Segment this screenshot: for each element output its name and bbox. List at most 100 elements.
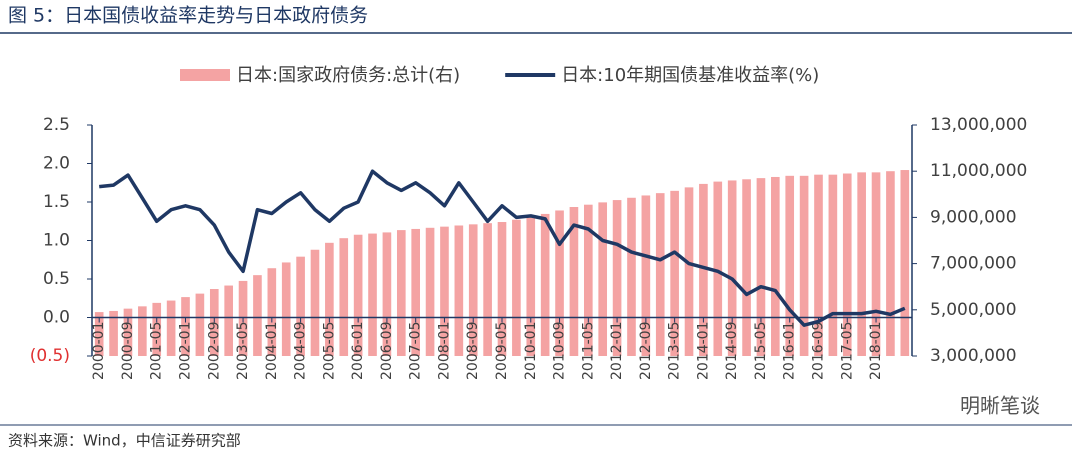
bar — [655, 193, 665, 356]
x-tick-label: 2018-01 — [868, 322, 884, 381]
x-tick-label: 2002-09 — [206, 322, 222, 381]
x-tick-label: 2010-01 — [523, 322, 539, 381]
x-tick-label: 2008-09 — [465, 322, 481, 381]
bar — [109, 310, 118, 356]
bar — [166, 300, 176, 356]
bar — [497, 222, 507, 356]
bar — [281, 262, 291, 356]
y2-tick-label: 11,000,000 — [930, 161, 1027, 181]
bar — [886, 171, 895, 356]
bar — [828, 174, 838, 356]
bar — [641, 195, 651, 356]
x-tick-label: 2007-05 — [408, 322, 424, 381]
bar — [411, 228, 420, 356]
bar — [771, 176, 780, 356]
bar — [368, 233, 377, 356]
bar — [799, 175, 809, 356]
bar — [468, 224, 478, 356]
bar — [267, 268, 277, 356]
bar — [612, 200, 622, 356]
bar — [512, 219, 521, 356]
bar — [699, 183, 708, 356]
x-tick-label: 2016-09 — [810, 322, 826, 381]
bar — [871, 172, 881, 356]
bar — [684, 187, 694, 356]
y-tick-label: 0.0 — [43, 308, 70, 328]
bar — [195, 293, 205, 356]
y2-tick-label: 5,000,000 — [930, 300, 1017, 320]
x-tick-label: 2014-09 — [724, 322, 740, 381]
watermark: 明晰笔谈 — [960, 394, 1040, 418]
bar — [353, 234, 363, 356]
x-tick-label: 2001-05 — [149, 322, 165, 381]
bar — [526, 217, 536, 356]
x-tick-label: 2004-01 — [264, 322, 280, 381]
bar — [325, 242, 334, 356]
bar — [900, 170, 910, 356]
bar — [253, 275, 262, 356]
chart-title: 图 5：日本国债收益率走势与日本政府债务 — [8, 5, 368, 27]
legend-label: 日本:国家政府债务:总计(右) — [236, 65, 460, 86]
y-tick-label: (0.5) — [30, 346, 70, 366]
x-tick-label: 2016-01 — [782, 322, 798, 381]
bar — [209, 289, 219, 356]
y-tick-label: 0.5 — [43, 269, 70, 289]
y-tick-label: 2.0 — [43, 154, 70, 174]
bar — [181, 297, 190, 356]
bar — [138, 306, 147, 356]
x-tick-label: 2004-09 — [293, 322, 309, 381]
bar — [483, 223, 492, 356]
x-tick-label: 2002-01 — [178, 322, 194, 381]
x-tick-label: 2000-01 — [91, 322, 107, 381]
bar — [842, 173, 852, 356]
bar — [598, 202, 608, 356]
y-tick-label: 1.0 — [43, 231, 70, 251]
bar — [440, 226, 449, 356]
bar — [339, 238, 349, 356]
x-tick-label: 2006-01 — [350, 322, 366, 381]
y2-tick-label: 9,000,000 — [930, 207, 1017, 227]
bar — [425, 227, 435, 356]
y2-tick-label: 3,000,000 — [930, 346, 1017, 366]
x-tick-label: 2013-05 — [667, 322, 683, 381]
x-tick-label: 2009-05 — [494, 322, 510, 381]
y-tick-label: 1.5 — [43, 192, 70, 212]
x-tick-label: 2008-01 — [436, 322, 452, 381]
x-tick-label: 2015-05 — [753, 322, 769, 381]
bar — [94, 312, 104, 356]
source: 资料来源：Wind，中信证券研究部 — [8, 432, 241, 450]
legend-label: 日本:10年期国债基准收益率(%) — [561, 65, 819, 86]
bar — [627, 197, 636, 356]
bar — [814, 174, 823, 356]
x-tick-label: 2003-05 — [235, 322, 251, 381]
bar — [785, 175, 795, 356]
bar — [310, 249, 320, 356]
line — [99, 169, 906, 327]
bar — [224, 285, 233, 356]
x-tick-label: 2012-09 — [638, 322, 654, 381]
bar — [152, 302, 162, 356]
x-tick-label: 2000-09 — [120, 322, 136, 381]
x-tick-label: 2006-09 — [379, 322, 395, 381]
bar — [742, 179, 751, 356]
bar — [713, 181, 723, 356]
y-tick-label: 2.5 — [43, 115, 70, 135]
x-tick-label: 2010-09 — [552, 322, 568, 381]
bar — [396, 230, 406, 356]
bar — [756, 178, 766, 356]
bar — [540, 213, 550, 356]
legend-swatch — [180, 69, 230, 81]
bar — [296, 256, 305, 356]
x-tick-label: 2017-05 — [839, 322, 855, 381]
x-tick-label: 2012-01 — [609, 322, 625, 381]
x-tick-label: 2014-01 — [695, 322, 711, 381]
bar — [670, 190, 679, 356]
bar — [454, 225, 464, 356]
x-tick-label: 2005-05 — [321, 322, 337, 381]
bar — [555, 210, 564, 356]
bar — [584, 204, 593, 356]
bar — [382, 232, 392, 356]
y2-tick-label: 7,000,000 — [930, 254, 1017, 274]
bar — [569, 207, 579, 356]
